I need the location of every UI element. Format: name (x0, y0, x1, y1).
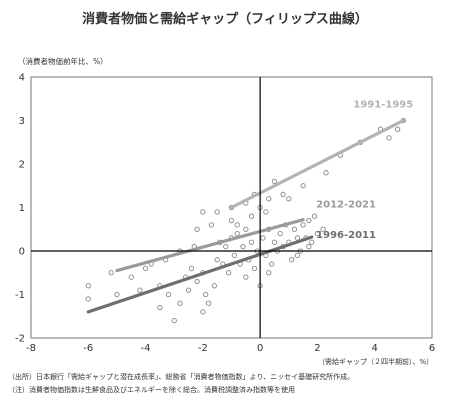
scatter-point (231, 252, 238, 259)
scatter-point (306, 243, 312, 250)
scatter-point (309, 239, 315, 245)
scatter-point (306, 217, 312, 224)
scatter-point (240, 243, 246, 250)
scatter-point (320, 226, 326, 232)
scatter-point (286, 196, 292, 202)
scatter-point (248, 213, 255, 219)
scatter-point (165, 291, 172, 298)
scatter-point (205, 300, 212, 306)
regression-lines (86, 118, 405, 314)
y-axis-label: （消費者物価前年比、%） (18, 57, 108, 66)
period-labels: 1991-1995 2012-2021 1996-2011 (316, 99, 413, 241)
axes (30, 76, 433, 339)
source-note: （出所）日本銀行「需給ギャップと潜在成長率」、総務省「消費者物価指数」より、ニッ… (8, 373, 355, 381)
plot-frame (30, 76, 433, 339)
scatter-point (243, 274, 249, 280)
scatter-point (294, 235, 301, 241)
scatter-point (223, 243, 229, 250)
scatter-point (157, 304, 163, 311)
y-tick-label: 4 (19, 73, 25, 84)
scatter-point (85, 296, 91, 302)
scatter-point (251, 265, 258, 272)
scatter-point (85, 283, 91, 289)
scatter-point (291, 226, 298, 232)
scatter-point (294, 252, 301, 259)
footnote: （注）消費者物価指数は生鮮食品及びエネルギーを除く総合。消費税調整済み指数等を使… (8, 386, 295, 394)
x-tick-label: -2 (198, 343, 208, 354)
scatter-point (200, 209, 206, 215)
scatter-point (268, 261, 275, 267)
scatter-point (214, 209, 220, 215)
x-tick-label: 2 (314, 343, 320, 354)
y-tick-label: 1 (19, 203, 25, 214)
regression-line-1996-2011 (86, 235, 314, 314)
x-tick-label: 6 (429, 343, 435, 354)
scatter-point (203, 291, 209, 298)
regression-line-1991-1995 (229, 118, 405, 210)
scatter-point (248, 239, 255, 245)
scatter-point (266, 196, 272, 202)
y-tick-label: 3 (19, 116, 25, 127)
scatter-point (243, 226, 249, 232)
scatter-point (234, 230, 240, 237)
x-tick-label: -8 (26, 343, 36, 354)
scatter-point (211, 283, 217, 289)
scatter-point (214, 257, 220, 263)
scatter-point (208, 222, 215, 228)
scatter-point (263, 209, 269, 215)
regression-line-2012-2021 (115, 218, 305, 273)
scatter-point (314, 230, 321, 237)
scatter-point (225, 270, 232, 276)
scatter-point (386, 135, 392, 141)
period-label-1996-2011: 1996-2011 (316, 230, 376, 241)
scatter-point (200, 309, 206, 315)
scatter-point (142, 265, 149, 272)
x-tick-label: 4 (372, 343, 378, 354)
y-tick-label: -1 (15, 290, 25, 301)
scatter-point (271, 239, 278, 245)
chart-title: 消費者物価と需給ギャップ（フィリップス曲線） (82, 12, 368, 27)
scatter-point (394, 126, 401, 132)
scatter-point (288, 257, 295, 263)
scatter-point (194, 226, 200, 232)
tick-labels: -8 -6 -4 -2 0 2 4 6 -2 -1 0 1 2 3 4 (15, 73, 435, 355)
scatter-point (277, 230, 283, 237)
scatter-point (311, 213, 318, 219)
scatter-point (114, 291, 120, 298)
scatter-point (280, 191, 286, 198)
scatter-point (260, 235, 266, 241)
period-label-2012-2021: 2012-2021 (316, 200, 376, 211)
y-tick-label: 0 (19, 247, 25, 258)
scatter-points (85, 117, 407, 324)
scatter-point (234, 222, 240, 228)
scatter-point (128, 274, 134, 280)
scatter-point (300, 183, 306, 189)
x-axis-label: （需給ギャップ（２四半期前）、%） (318, 358, 434, 366)
x-tick-label: -4 (141, 343, 151, 354)
scatter-point (194, 278, 200, 285)
x-tick-label: -6 (83, 343, 93, 354)
y-tick-label: 2 (19, 160, 25, 171)
scatter-point (271, 178, 278, 185)
scatter-point (188, 265, 195, 272)
period-label-1991-1995: 1991-1995 (353, 99, 413, 110)
scatter-point (266, 270, 272, 276)
scatter-point (300, 222, 306, 228)
y-tick-label: -2 (15, 334, 25, 345)
scatter-point (108, 270, 114, 276)
scatter-point (323, 170, 329, 176)
scatter-point (177, 300, 183, 306)
scatter-point (228, 217, 235, 224)
scatter-point (171, 317, 177, 324)
scatter-point (137, 287, 143, 293)
source-notes: （出所）日本銀行「需給ギャップと潜在成長率」、総務省「消費者物価指数」より、ニッ… (8, 371, 354, 397)
scatter-point (185, 287, 192, 293)
x-tick-label: 0 (257, 343, 263, 354)
